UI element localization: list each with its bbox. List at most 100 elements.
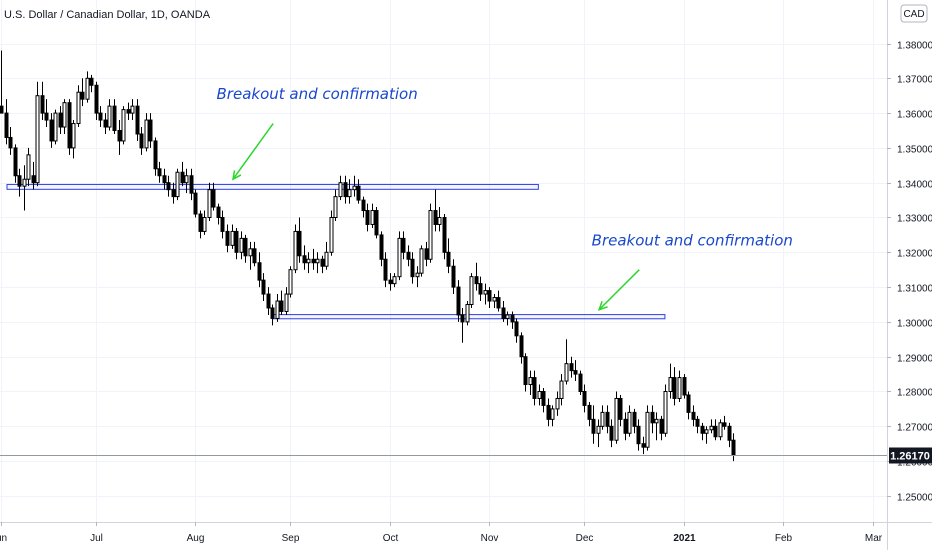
candle-body: [415, 272, 420, 278]
candle-body: [311, 258, 316, 264]
candle-body: [446, 251, 451, 267]
candle-body: [211, 189, 216, 208]
currency-label: CAD: [903, 9, 924, 20]
candle-body: [460, 314, 465, 323]
candle-body: [26, 154, 31, 180]
candle-body: [333, 196, 338, 218]
candle-body: [347, 189, 352, 198]
time-axis[interactable]: un Jul Aug Sep Oct Nov Dec 2021 Feb Mar: [0, 522, 883, 544]
candle-body: [180, 171, 185, 184]
candle-body: [76, 91, 81, 125]
x-tick-label: Oct: [383, 533, 399, 544]
candle-body: [442, 217, 447, 253]
candle-body: [451, 265, 456, 288]
candle-body: [225, 230, 230, 246]
candle-body: [352, 185, 357, 191]
candle-body: [98, 112, 103, 121]
candle-body: [67, 102, 72, 149]
candle-body: [465, 304, 470, 323]
candle-body: [550, 408, 555, 420]
candle-body: [275, 300, 280, 319]
annotation-text: Breakout and confirmation: [217, 85, 418, 103]
candle-body: [650, 411, 655, 424]
candle-body: [541, 391, 546, 406]
y-tick-label: 1.38000: [897, 41, 932, 52]
annotation-text: Breakout and confirmation: [592, 231, 793, 249]
candle-body: [691, 411, 696, 420]
candle-body: [663, 391, 668, 434]
candle-body: [94, 84, 99, 114]
last-price-label: 1.26170: [890, 451, 930, 463]
candle-body: [175, 171, 180, 198]
x-tick-label: Nov: [481, 533, 499, 544]
candle-body: [569, 363, 574, 372]
y-tick-label: 1.34000: [897, 180, 932, 191]
candle-body: [252, 248, 257, 264]
candle-body: [487, 290, 492, 302]
candle-body: [727, 425, 732, 441]
candle-body: [695, 418, 700, 427]
candle-body: [284, 293, 289, 312]
candle-body: [532, 377, 537, 399]
candle-body: [406, 251, 411, 260]
annotations: Breakout and confirmation Breakout and co…: [217, 85, 793, 311]
last-price-tag: 1.26170: [889, 447, 932, 464]
candle-body: [216, 206, 221, 218]
candle-body: [483, 290, 488, 295]
candle-body: [614, 397, 619, 441]
candle-body: [437, 217, 442, 225]
candle-body: [126, 109, 131, 114]
candle-body: [107, 105, 112, 128]
candle-body: [686, 394, 691, 413]
candle-body: [189, 175, 194, 194]
candle-body: [234, 230, 239, 253]
annotation-arrowhead: [597, 300, 608, 311]
candle-body: [591, 418, 596, 434]
x-tick-label: un: [0, 533, 7, 544]
candle-body: [474, 276, 479, 285]
candle-body: [58, 112, 63, 128]
candle-body: [80, 91, 85, 100]
candle-body: [600, 411, 605, 427]
currency-badge[interactable]: CAD: [900, 4, 928, 23]
chart-title: U.S. Dollar / Canadian Dollar, 1D, OANDA: [4, 9, 211, 21]
candles: [0, 50, 736, 462]
candle-body: [731, 439, 736, 456]
candle-body: [559, 380, 564, 399]
candle-body: [62, 102, 67, 128]
candle-body: [243, 237, 248, 257]
candle-body: [157, 168, 162, 177]
candle-body: [315, 258, 320, 264]
candle-body: [627, 411, 632, 434]
candle-body: [338, 182, 343, 198]
candle-body: [297, 230, 302, 257]
y-tick-label: 1.36000: [897, 110, 932, 121]
x-tick-label: Dec: [576, 533, 594, 544]
y-tick-label: 1.35000: [897, 145, 932, 156]
candle-body: [35, 95, 40, 184]
candle-body: [659, 418, 664, 434]
candle-body: [22, 178, 27, 187]
candle-body: [578, 373, 583, 393]
candle-body: [8, 136, 13, 149]
candle-body: [135, 105, 140, 135]
candle-body: [53, 112, 58, 142]
candle-body: [410, 258, 415, 278]
candle-body: [388, 279, 393, 285]
y-tick-label: 1.32000: [897, 249, 932, 260]
candle-body: [641, 443, 646, 448]
candle-body: [4, 112, 9, 138]
candle-body: [324, 251, 329, 267]
candle-body: [677, 377, 682, 399]
candle-body: [184, 175, 189, 184]
candle-body: [428, 210, 433, 260]
candle-body: [505, 314, 510, 319]
candle-body: [103, 119, 108, 128]
candle-body: [370, 210, 375, 225]
candle-body: [198, 213, 203, 232]
candle-body: [401, 237, 406, 253]
candle-body: [239, 237, 244, 253]
candle-body: [573, 370, 578, 375]
